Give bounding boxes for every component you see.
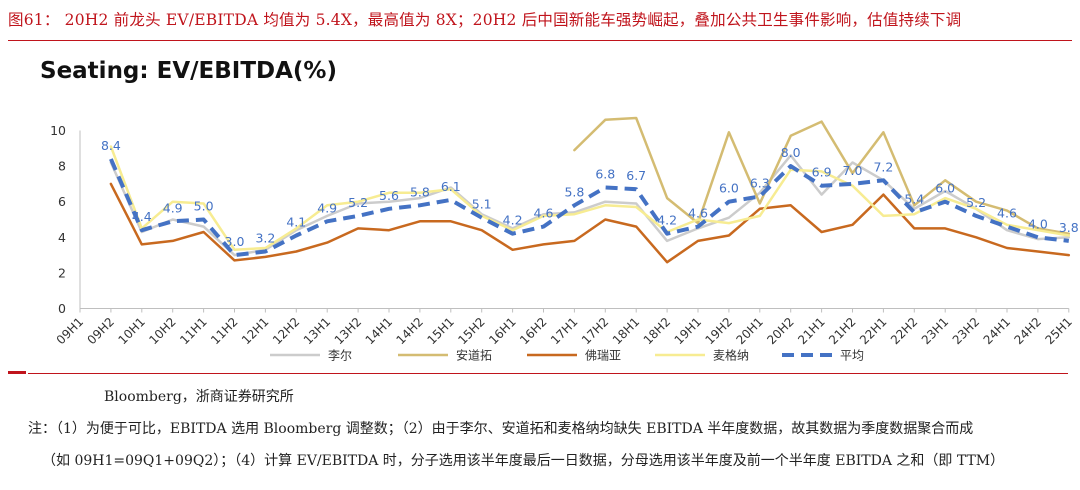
x-tick-label: 11H2 [208,315,240,347]
x-tick-label: 23H2 [950,315,982,347]
x-tick-label: 18H1 [610,315,642,347]
x-tick-label: 24H2 [1012,315,1044,347]
x-tick-label: 18H2 [641,315,673,347]
data-label: 5.0 [194,199,214,214]
x-tick-label: 20H2 [764,315,796,347]
y-tick-label: 10 [50,123,66,138]
x-tick-label: 22H2 [888,315,920,347]
x-tick-label: 09H2 [85,315,117,347]
y-tick-label: 8 [58,159,66,174]
x-tick-label: 16H1 [486,315,518,347]
data-label: 4.6 [997,206,1017,221]
x-tick-label: 12H1 [239,315,271,347]
legend-label-4: 麦格纳 [713,348,749,363]
ev-ebitda-line-chart: 024681009H109H210H110H211H111H212H112H21… [50,116,1079,363]
legend-label-5: 平均 [840,349,864,363]
note-line-2: （如 09H1=09Q1+09Q2）；（4）计算 EV/EBITDA 时，分子选… [42,453,1005,469]
x-tick-label: 10H2 [146,315,178,347]
x-tick-label: 20H1 [733,315,765,347]
data-label: 4.9 [163,200,183,215]
x-tick-label: 24H1 [981,315,1013,347]
data-label: 6.9 [812,165,832,180]
title-divider [8,40,1072,41]
legend-label-1: 李尔 [328,348,352,363]
series-line-1 [109,154,1071,257]
data-label: 5.4 [904,191,924,206]
x-tick-label: 11H1 [177,315,209,347]
x-tick-label: 15H1 [424,315,456,347]
x-tick-label: 16H2 [517,315,549,347]
note-line-1: 注：（1）为便于可比，EBITDA 选用 Bloomberg 调整数；（2）由于… [28,421,974,437]
y-tick-label: 0 [58,301,66,316]
x-tick-label: 14H2 [394,315,426,347]
x-tick-label: 12H2 [270,315,302,347]
series-line-2 [573,116,1071,235]
data-label: 5.2 [348,195,368,210]
data-label: 8.4 [101,138,121,153]
chart-title: Seating: EV/EBITDA(%) [40,58,337,84]
x-tick-label: 21H1 [795,315,827,347]
data-label: 4.6 [534,206,554,221]
y-tick-label: 4 [58,230,66,245]
data-label: 5.8 [410,184,430,199]
y-tick-label: 2 [58,265,66,280]
x-tick-label: 13H2 [332,315,364,347]
data-label: 7.0 [843,163,863,178]
data-label: 6.1 [441,179,461,194]
data-label: 5.2 [966,195,986,210]
x-tick-label: 21H2 [826,315,858,347]
x-tick-label: 22H1 [857,315,889,347]
data-label: 4.0 [1028,216,1048,231]
data-label: 6.8 [595,166,615,181]
x-tick-label: 09H1 [54,315,86,347]
data-label: 3.0 [225,234,245,249]
data-label: 4.2 [657,213,677,228]
data-label: 4.4 [132,209,152,224]
data-label: 7.2 [873,159,893,174]
data-label: 6.0 [935,181,955,196]
x-tick-label: 19H1 [672,315,704,347]
data-label: 5.6 [379,188,399,203]
x-tick-label: 17H2 [579,315,611,347]
series-line-4 [109,145,1071,252]
x-tick-label: 13H1 [301,315,333,347]
data-label: 6.0 [719,181,739,196]
data-label: 3.8 [1059,220,1079,235]
x-tick-label: 15H2 [455,315,487,347]
data-label: 6.7 [626,168,646,183]
data-label: 5.1 [472,197,492,212]
series-line-5 [109,158,1070,258]
data-label: 4.9 [317,200,337,215]
figure-title: 图61： 20H2 前龙头 EV/EBITDA 均值为 5.4X，最高值为 8X… [8,11,962,29]
series-line-3 [109,182,1071,264]
source-text: Bloomberg，浙商证券研究所 [104,389,294,405]
x-tick-label: 10H1 [115,315,147,347]
x-tick-label: 14H1 [363,315,395,347]
y-tick-label: 6 [58,194,66,209]
x-tick-label: 23H1 [919,315,951,347]
data-label: 4.6 [688,206,708,221]
x-tick-label: 25H1 [1042,315,1074,347]
legend-label-2: 安道拓 [456,348,492,363]
x-tick-label: 17H1 [548,315,580,347]
data-label: 3.2 [255,231,275,246]
legend-label-3: 佛瑞亚 [585,349,621,363]
source-divider-accent [8,371,26,374]
data-label: 6.3 [750,175,770,190]
data-label: 4.1 [286,215,306,230]
x-tick-label: 19H2 [703,315,735,347]
data-label: 8.0 [781,145,801,160]
source-divider [28,373,1068,374]
data-label: 4.2 [503,213,523,228]
data-label: 5.8 [564,184,584,199]
